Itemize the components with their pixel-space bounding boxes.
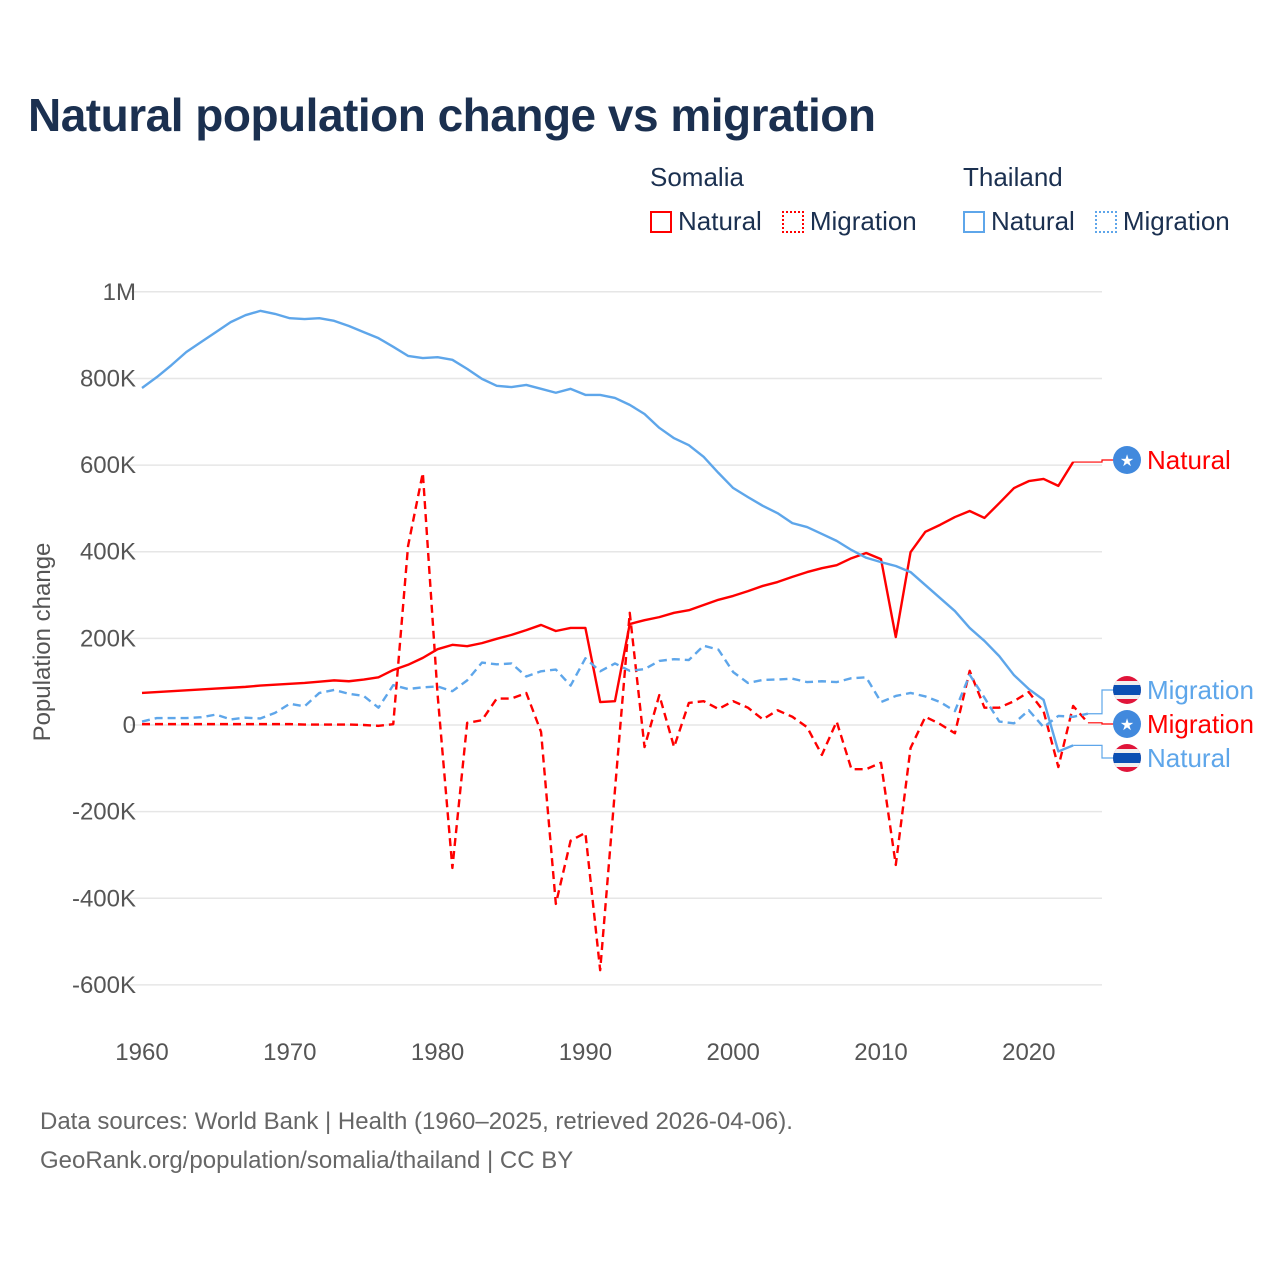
legend-group-title: Somalia [650, 162, 744, 192]
legend-label: Migration [809, 206, 917, 236]
y-axis-label: Population change [29, 543, 56, 742]
x-axis-ticks: 1960 1970 1980 1990 2000 2010 2020 [115, 1039, 1055, 1066]
end-label-thailand-natural: Natural [1147, 743, 1231, 773]
legend-group-thailand: Thailand Natural Migration [963, 162, 1230, 237]
series-line-somalia-natural[interactable] [141, 461, 1075, 704]
series-line-thailand-natural[interactable] [141, 309, 1074, 753]
y-tick-label: 800K [80, 365, 136, 392]
legend-swatch-dotted [1094, 210, 1117, 233]
legend-item-thailand-migration[interactable]: Migration [1094, 206, 1230, 237]
end-label-thailand-migration: Migration [1147, 675, 1254, 705]
series-line-somalia-migration[interactable] [142, 471, 1089, 972]
legend-swatch-solid [963, 210, 985, 233]
legend-swatch-solid [650, 210, 672, 233]
thailand-flag-icon [1113, 744, 1141, 772]
x-tick-label: 1960 [115, 1039, 168, 1066]
svg-text:★: ★ [1120, 453, 1134, 470]
legend-label: Natural [991, 206, 1075, 236]
x-tick-label: 2020 [1002, 1039, 1055, 1066]
y-tick-label: 0 [123, 712, 136, 739]
svg-text:★: ★ [1120, 717, 1134, 734]
end-label-somalia-natural: Natural [1147, 445, 1231, 475]
somalia-flag-icon: ★ [1113, 446, 1141, 474]
legend-group-somalia: Somalia Natural Migration [650, 162, 917, 237]
x-tick-label: 1970 [263, 1039, 316, 1066]
x-tick-label: 2000 [707, 1039, 760, 1066]
x-tick-label: 1980 [411, 1039, 464, 1066]
end-label-somalia-migration: Migration [1147, 709, 1254, 739]
leader-line [1073, 744, 1114, 759]
legend-item-somalia-migration[interactable]: Migration [781, 206, 917, 237]
y-tick-label: 600K [80, 452, 136, 479]
legend-label: Natural [678, 206, 762, 236]
y-tick-label: 400K [80, 539, 136, 566]
series-line-thailand-migration[interactable] [141, 644, 1089, 729]
gridlines [130, 291, 1102, 986]
x-tick-label: 1990 [559, 1039, 612, 1066]
footer-link[interactable]: GeoRank.org/population/somalia/thailand … [40, 1147, 574, 1174]
legend-swatch-dotted [781, 210, 804, 233]
footer-source: Data sources: World Bank | Health (1960–… [40, 1108, 793, 1135]
end-labels: ★ Natural ★ Migration Natural Migration [1073, 445, 1254, 773]
legend-group-title: Thailand [963, 162, 1063, 192]
legend-item-somalia-natural[interactable]: Natural [650, 206, 762, 237]
y-tick-label: -400K [72, 885, 136, 912]
y-tick-label: 1M [103, 279, 136, 306]
y-tick-label: -200K [72, 799, 136, 826]
thailand-flag-icon [1113, 676, 1141, 704]
chart-title: Natural population change vs migration [28, 89, 876, 141]
legend-label: Migration [1122, 206, 1230, 236]
y-axis-ticks: 1M 800K 600K 400K 200K 0 -200K -400K -600K [72, 279, 136, 999]
x-tick-label: 2010 [854, 1039, 907, 1066]
somalia-flag-icon: ★ [1113, 710, 1141, 738]
legend-item-thailand-natural[interactable]: Natural [963, 206, 1075, 237]
y-tick-label: 200K [80, 625, 136, 652]
y-tick-label: -600K [72, 972, 136, 999]
leader-line [1073, 459, 1114, 463]
series-lines [141, 309, 1089, 972]
leader-line [1087, 722, 1114, 725]
leader-line [1087, 689, 1114, 715]
